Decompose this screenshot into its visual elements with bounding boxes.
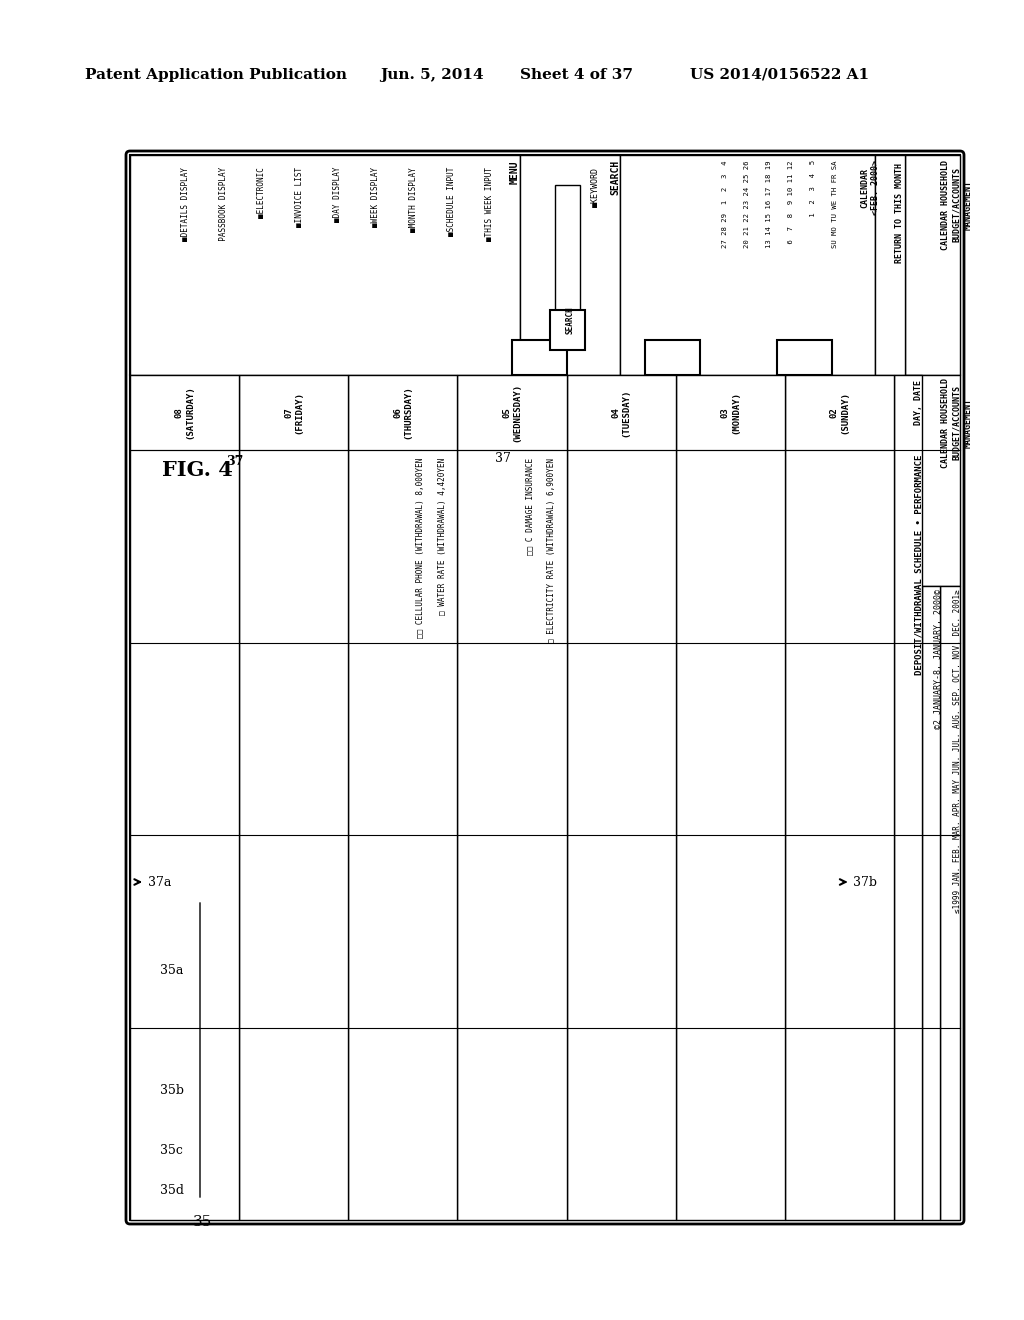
Text: MENU: MENU: [510, 160, 520, 183]
Text: □ WATER RATE (WITHDRAWAL) 4,420YEN: □ WATER RATE (WITHDRAWAL) 4,420YEN: [438, 458, 446, 615]
Bar: [777, 341, 833, 375]
Bar: [940, 586, 961, 1220]
Text: ≤1999 JAN. FEB. MAR. APR. MAY JUN. JUL. AUG. SEP. OCT. NOV. DEC. 2001≥: ≤1999 JAN. FEB. MAR. APR. MAY JUN. JUL. …: [953, 589, 963, 913]
Text: 08
(SATURDAY): 08 (SATURDAY): [175, 385, 195, 440]
Text: DAY, DATE: DAY, DATE: [914, 380, 924, 425]
Bar: [458, 375, 566, 1220]
Text: 20 21 22 23 24 25 26: 20 21 22 23 24 25 26: [744, 160, 750, 248]
Text: ©2 JANUARY-8, JANUARY, 2000©: ©2 JANUARY-8, JANUARY, 2000©: [935, 589, 943, 729]
Bar: [550, 310, 585, 350]
Text: 37: 37: [226, 455, 244, 469]
Text: PASSBOOK DISPLAY: PASSBOOK DISPLAY: [219, 168, 228, 251]
Text: US 2014/0156522 A1: US 2014/0156522 A1: [690, 69, 869, 82]
Bar: [555, 185, 580, 341]
Text: Patent Application Publication: Patent Application Publication: [85, 69, 347, 82]
Text: ■INVOICE LIST: ■INVOICE LIST: [296, 168, 304, 227]
Text: 07
(FRIDAY): 07 (FRIDAY): [284, 391, 303, 434]
Text: DEPOSIT/WITHDRAWAL SCHEDULE • PERFORMANCE: DEPOSIT/WITHDRAWAL SCHEDULE • PERFORMANC…: [914, 455, 924, 676]
Text: 02
(SUNDAY): 02 (SUNDAY): [829, 391, 849, 434]
Text: 37a: 37a: [148, 875, 171, 888]
Text: □ ELECTRICITY RATE (WITHDRAWAL) 6,900YEN: □ ELECTRICITY RATE (WITHDRAWAL) 6,900YEN: [547, 458, 556, 643]
Text: RETURN TO THIS MONTH: RETURN TO THIS MONTH: [896, 162, 904, 263]
Bar: [130, 375, 961, 1220]
Text: 06
(THURSDAY): 06 (THURSDAY): [393, 385, 413, 440]
FancyBboxPatch shape: [126, 150, 964, 1224]
Text: ■KEYWORD: ■KEYWORD: [591, 168, 599, 207]
Text: CALENDAR HOUSEHOLD
BUDGET/ACCOUNTS
MANAGEMENT: CALENDAR HOUSEHOLD BUDGET/ACCOUNTS MANAG…: [941, 378, 973, 469]
Text: 35a: 35a: [160, 964, 183, 977]
Text: ■DETAILS DISPLAY: ■DETAILS DISPLAY: [181, 168, 190, 242]
Bar: [874, 154, 905, 375]
Text: 37: 37: [495, 451, 511, 465]
Text: ■MONTH DISPLAY: ■MONTH DISPLAY: [410, 168, 419, 232]
Text: ■ELECTRONIC: ■ELECTRONIC: [257, 168, 266, 218]
Text: 37b: 37b: [853, 875, 878, 888]
Bar: [644, 341, 699, 375]
Text: ■THIS WEEK INPUT: ■THIS WEEK INPUT: [485, 168, 495, 242]
Text: 13 14 15 16 17 18 19: 13 14 15 16 17 18 19: [766, 160, 772, 248]
Bar: [130, 154, 520, 375]
Text: FIG. 4: FIG. 4: [162, 459, 232, 480]
Bar: [130, 375, 240, 1220]
Text: Sheet 4 of 37: Sheet 4 of 37: [520, 69, 633, 82]
Bar: [894, 375, 922, 1220]
Text: CALENDAR
<FEB. 2000>: CALENDAR <FEB. 2000>: [860, 160, 880, 215]
Text: 35: 35: [193, 1214, 212, 1229]
Text: 1  2  3  4  5: 1 2 3 4 5: [810, 160, 816, 243]
Text: ■WEEK DISPLAY: ■WEEK DISPLAY: [372, 168, 381, 227]
Bar: [620, 154, 874, 375]
Text: SU MO TU WE TH FR SA: SU MO TU WE TH FR SA: [831, 160, 838, 248]
Text: 04
(TUESDAY): 04 (TUESDAY): [611, 388, 631, 437]
Bar: [784, 375, 894, 1220]
Bar: [240, 375, 348, 1220]
Text: 6  7  8  9 10 11 12: 6 7 8 9 10 11 12: [788, 160, 794, 248]
Text: SEARCH: SEARCH: [565, 306, 574, 334]
Text: □□ CELLULAR PHONE (WITHDRAWAL) 8,000YEN: □□ CELLULAR PHONE (WITHDRAWAL) 8,000YEN: [416, 458, 425, 639]
Bar: [520, 154, 620, 375]
Bar: [676, 375, 784, 1220]
Text: SEARCH: SEARCH: [610, 160, 620, 195]
Bar: [512, 341, 567, 375]
Bar: [905, 154, 961, 375]
Text: CALENDAR HOUSEHOLD
BUDGET/ACCOUNTS
MANAGEMENT: CALENDAR HOUSEHOLD BUDGET/ACCOUNTS MANAG…: [941, 160, 973, 249]
Text: 27 28 29  1  2  3  4: 27 28 29 1 2 3 4: [722, 160, 728, 248]
Text: □□ C DAMAGE INSURANCE: □□ C DAMAGE INSURANCE: [525, 458, 535, 556]
Text: 35d: 35d: [160, 1184, 184, 1196]
Bar: [566, 375, 676, 1220]
Bar: [348, 375, 458, 1220]
Text: 05
(WEDNESDAY): 05 (WEDNESDAY): [503, 383, 521, 442]
Text: ■SCHEDULE INPUT: ■SCHEDULE INPUT: [447, 168, 457, 236]
Bar: [130, 154, 961, 375]
Text: ■DAY DISPLAY: ■DAY DISPLAY: [334, 168, 342, 223]
Text: 03
(MONDAY): 03 (MONDAY): [721, 391, 740, 434]
Text: Jun. 5, 2014: Jun. 5, 2014: [380, 69, 483, 82]
Text: 35b: 35b: [160, 1084, 184, 1097]
Text: 35c: 35c: [160, 1143, 183, 1156]
Bar: [922, 586, 940, 1220]
Bar: [905, 375, 961, 586]
